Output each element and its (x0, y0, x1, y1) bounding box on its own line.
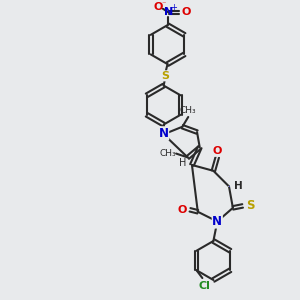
Text: +: + (170, 3, 177, 12)
Text: S: S (246, 200, 255, 212)
Text: CH₃: CH₃ (160, 149, 177, 158)
Text: O: O (182, 8, 191, 17)
Text: N: N (228, 186, 230, 187)
Text: ⁻: ⁻ (161, 0, 166, 8)
Text: H: H (178, 158, 186, 168)
Text: Cl: Cl (198, 281, 210, 291)
Text: N: N (212, 215, 222, 228)
Text: CH₃: CH₃ (180, 106, 196, 115)
Text: S: S (162, 71, 170, 81)
Text: N: N (159, 127, 169, 140)
Text: N: N (164, 8, 173, 17)
Text: O: O (153, 2, 163, 12)
Text: O: O (178, 205, 187, 215)
Text: O: O (213, 146, 222, 156)
Text: H: H (234, 182, 243, 191)
